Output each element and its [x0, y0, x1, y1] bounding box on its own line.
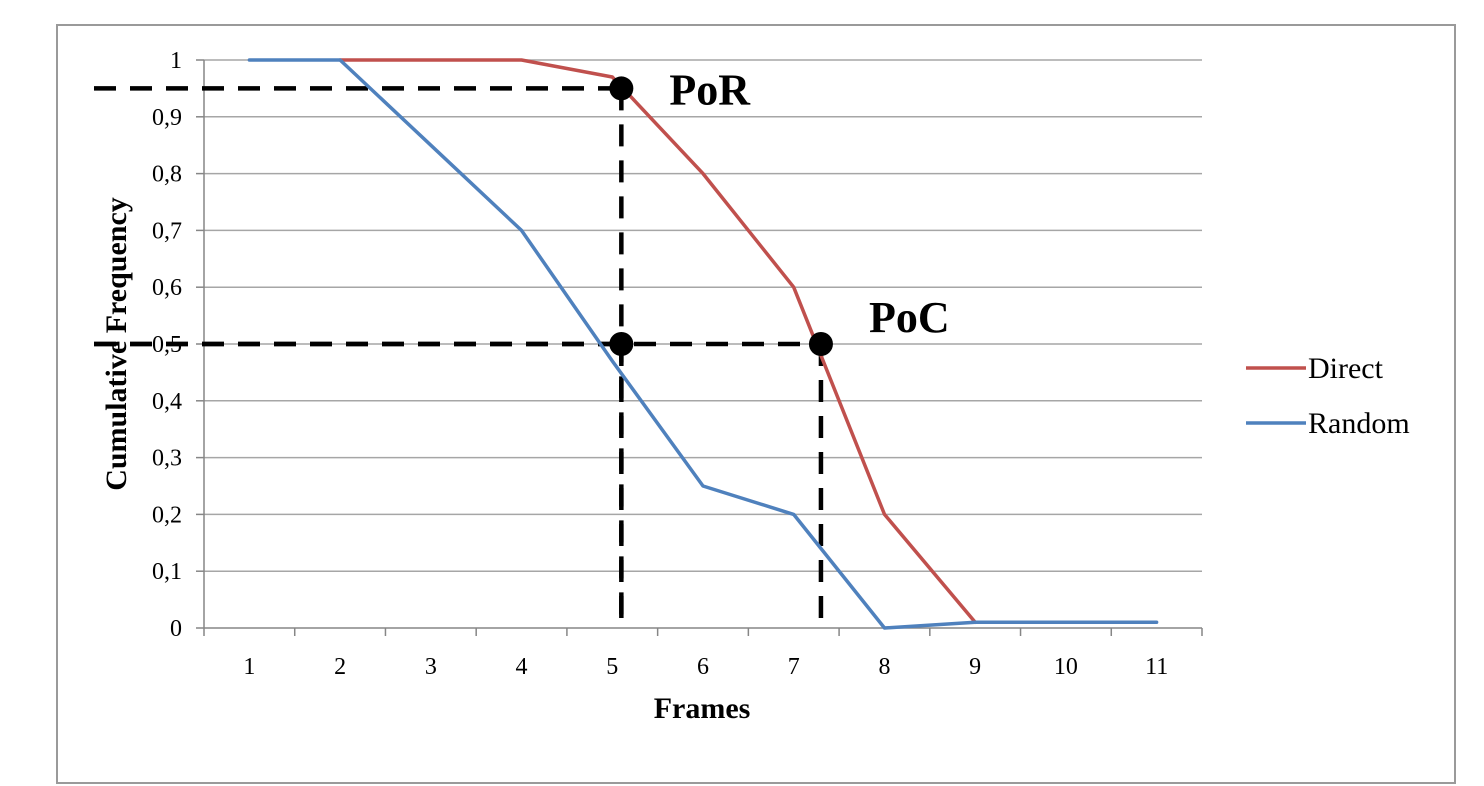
annotation-label-por: PoR	[669, 65, 751, 114]
x-tick-label: 11	[1145, 654, 1168, 680]
legend-label-random: Random	[1308, 407, 1410, 440]
x-tick-label: 5	[606, 654, 618, 680]
x-tick-label: 1	[243, 654, 255, 680]
x-tick-label: 3	[425, 654, 437, 680]
y-tick-label: 0,8	[152, 162, 182, 188]
x-tick-label: 2	[334, 654, 346, 680]
y-tick-label: 0,2	[152, 502, 182, 528]
y-axis-title: Cumulative Frequency	[100, 197, 133, 491]
series-lines	[247, 58, 1159, 630]
y-tick-label: 0,7	[152, 218, 182, 244]
y-tick-label: 0	[170, 616, 182, 642]
annotations: PoR PoC	[609, 65, 950, 356]
x-axis-title: Frames	[654, 692, 751, 725]
y-tick-label: 0,9	[152, 105, 182, 131]
x-tick-label: 10	[1054, 654, 1078, 680]
annotation-dot	[808, 332, 833, 356]
axes: 00,10,20,30,40,50,60,70,80,911 2 3 4 5 6 7 8 9 10…	[152, 48, 1203, 680]
y-tick-label: 0,1	[152, 559, 182, 585]
y-tick-label: 0,3	[152, 446, 182, 472]
x-tick-label: 9	[969, 654, 981, 680]
x-tick-label: 4	[516, 654, 528, 680]
series-line-random	[247, 58, 1159, 630]
y-tick-label: 1	[170, 48, 182, 74]
x-tick-label: 6	[697, 654, 709, 680]
chart-frame: 0 0,1 0,2 0,3 0,4 0,5 0,6 0,7 0,8 0,9 1 1 2 3 4 5 6 7 8 9 10…	[56, 24, 1456, 784]
annotation-dot	[609, 332, 634, 356]
x-tick-label: 8	[878, 654, 890, 680]
annotation-dot	[609, 76, 634, 101]
annotation-label-poc: PoC	[869, 293, 950, 342]
legend-label-direct: Direct	[1308, 352, 1384, 385]
series-line-direct	[338, 58, 977, 625]
legend: Direct Random	[1246, 352, 1410, 440]
chart-svg: 00,10,20,30,40,50,60,70,80,911 2 3 4 5 6 7 8 9 10…	[94, 48, 1410, 725]
guide-lines	[94, 86, 824, 628]
x-tick-label: 7	[788, 654, 800, 680]
gridlines	[204, 59, 1202, 572]
y-tick-label: 0,6	[152, 275, 182, 301]
y-tick-label: 0,4	[152, 389, 182, 415]
